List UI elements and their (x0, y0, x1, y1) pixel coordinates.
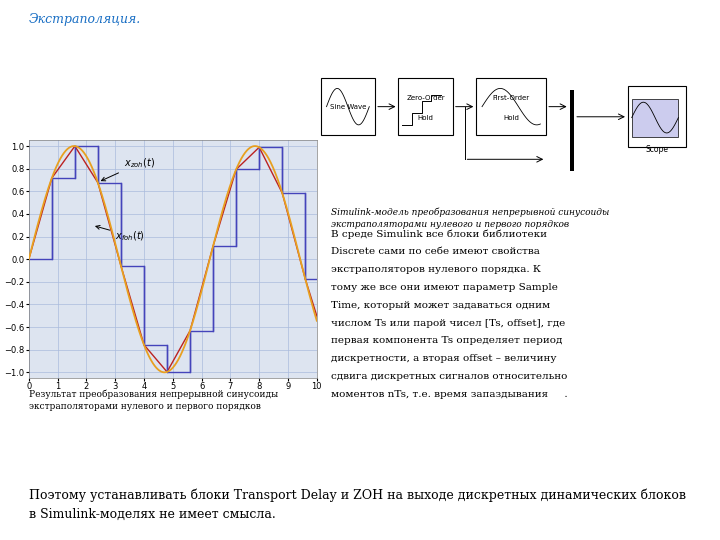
Bar (476, 78, 546, 135)
Text: Экстраполяция.: Экстраполяция. (29, 14, 141, 26)
Bar (398, 78, 453, 135)
Text: моментов nTs, т.е. время запаздывания     .: моментов nTs, т.е. время запаздывания . (331, 390, 568, 399)
Text: Scope: Scope (646, 145, 668, 154)
Text: Hold: Hold (418, 115, 433, 121)
Text: в Simulink-моделях не имеет смысла.: в Simulink-моделях не имеет смысла. (29, 508, 276, 521)
Text: сдвига дискретных сигналов относительно: сдвига дискретных сигналов относительно (331, 372, 567, 381)
Text: числом Ts или парой чисел [Ts, offset], где: числом Ts или парой чисел [Ts, offset], … (331, 319, 565, 328)
Text: экстраполяторов нулевого порядка. К: экстраполяторов нулевого порядка. К (331, 265, 541, 274)
Text: В среде Simulink все блоки библиотеки: В среде Simulink все блоки библиотеки (331, 230, 547, 239)
Text: дискретности, а вторая offset – величину: дискретности, а вторая offset – величину (331, 354, 557, 363)
Text: Hold: Hold (503, 115, 519, 121)
Text: экстраполяторами нулевого и первого порядков: экстраполяторами нулевого и первого поря… (331, 220, 570, 230)
Text: Zero-Order: Zero-Order (406, 95, 445, 101)
Text: First-Order: First-Order (492, 95, 530, 101)
Text: Sine Wave: Sine Wave (330, 104, 366, 110)
Text: Результат преобразования непрерывной синусоиды
экстраполяторами нулевого и перво: Результат преобразования непрерывной син… (29, 390, 278, 411)
Text: $x_{zoh}(t)$: $x_{zoh}(t)$ (102, 157, 155, 181)
Text: Simulink-модель преобразования непрерывной синусоиды: Simulink-модель преобразования непрерывн… (331, 208, 610, 218)
Bar (628, 86, 686, 147)
Text: $x_{foh}(t)$: $x_{foh}(t)$ (96, 226, 145, 242)
Bar (570, 90, 574, 172)
Bar (631, 98, 678, 137)
Text: Поэтому устанавливать блоки Transport Delay и ZOH на выходе дискретных динамичес: Поэтому устанавливать блоки Transport De… (29, 489, 685, 502)
Bar (320, 78, 375, 135)
Text: тому же все они имеют параметр Sample: тому же все они имеют параметр Sample (331, 283, 558, 292)
Text: Time, который может задаваться одним: Time, который может задаваться одним (331, 301, 550, 310)
Text: первая компонента Ts определяет период: первая компонента Ts определяет период (331, 336, 562, 346)
Text: Discrete сами по себе имеют свойства: Discrete сами по себе имеют свойства (331, 247, 540, 256)
